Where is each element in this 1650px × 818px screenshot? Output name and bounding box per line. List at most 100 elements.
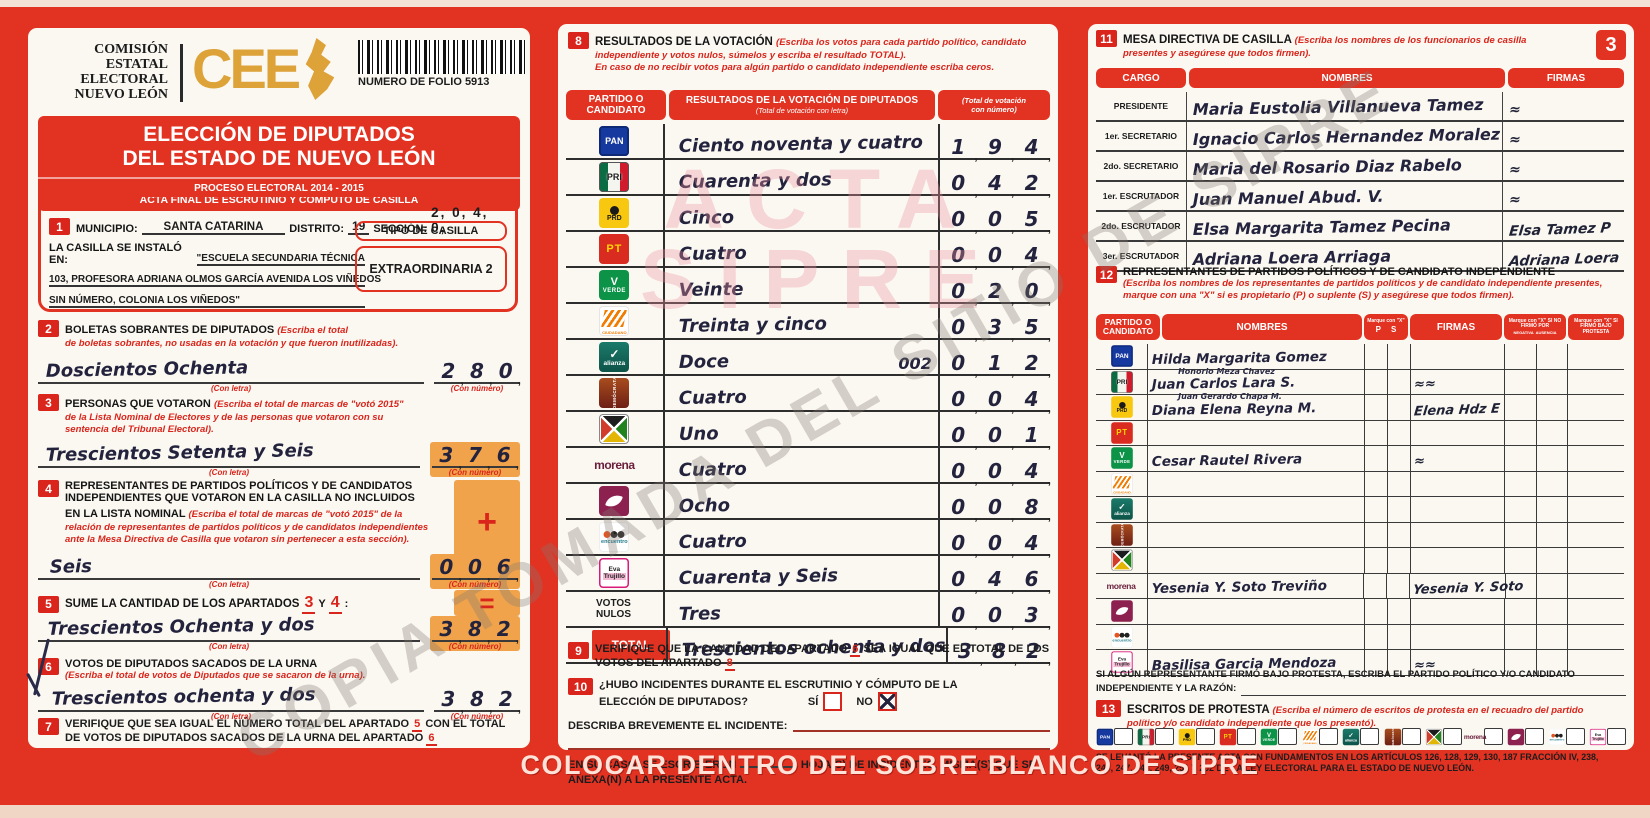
reps-instruction-1: (Escriba los nombres de los representant… <box>1123 278 1603 289</box>
party-logo-cell <box>566 196 663 230</box>
protesta-party-logo-icon <box>1343 728 1360 745</box>
rep-name-handwriting: Cesar Rautel Rivera <box>1151 450 1303 470</box>
ref-apartado-4: 4 <box>328 594 342 614</box>
results-row: TOTAL Trescientos ochenta y dos 3 8 2 <box>566 628 1051 667</box>
casilla-address-2: 103, PROFESORA ADRIANA OLMOS GARCÍA AVEN… <box>49 274 382 287</box>
rep-suplente-cell <box>1388 395 1411 420</box>
protesta-logo-group <box>1096 728 1133 745</box>
votes-digit: 4 <box>1024 387 1039 411</box>
party-logo-cell <box>566 412 663 446</box>
protesta-count-box <box>1278 728 1298 745</box>
section-number: 10 <box>568 678 593 695</box>
votes-letra-handwriting: Cinco <box>678 207 734 229</box>
section-10-incidentes: 10 ¿HUBO INCIDENTES DURANTE EL ESCRUTINI… <box>568 678 1050 787</box>
protesta-count-box <box>1606 728 1626 745</box>
rep-party-logo-cell <box>1096 395 1149 420</box>
votes-letra-cell: Cuarenta y dos <box>662 160 940 194</box>
org-line: ELECTORAL <box>80 72 168 88</box>
rep-name-cell: Basilisa Garcia Mendoza <box>1148 650 1366 675</box>
org-line: NUEVO LEÓN <box>74 87 168 103</box>
escritos-instruction-2: político y/o candidato independiente que… <box>1127 718 1377 729</box>
rep-ausencia-cell <box>1537 369 1568 394</box>
header-divider <box>180 44 183 102</box>
escritos-instruction-1: (Escriba el número de escritos de protes… <box>1272 705 1584 716</box>
section-number: 1 <box>49 218 70 235</box>
votes-digit: 4 <box>987 171 1002 195</box>
rep-party-logo-icon <box>1101 575 1143 597</box>
suma-label-1: SUME LA CANTIDAD DE LOS APARTADOS <box>65 598 300 610</box>
votes-digit: 0 <box>951 279 966 303</box>
describe-incidente-line <box>793 730 1050 733</box>
party-logo-icon <box>566 594 596 624</box>
en-su-caso-label-2: HOJA(S) DE INCIDENTES, MISMA(S) QUE SE <box>800 759 1037 772</box>
boletas-digit: 2 <box>441 358 456 383</box>
bajo-protesta-line <box>1241 694 1626 696</box>
party-logo-icon <box>599 342 630 372</box>
rep-suplente-cell <box>1388 471 1411 496</box>
votes-letra-handwriting: Treinta y cinco <box>678 313 827 337</box>
casilla-address-1: "ESCUELA SECUNDARIA TÉCNICA <box>196 253 365 266</box>
con-numero-label: (Con número) <box>448 579 502 589</box>
reps-row: Cesar Rautel Rivera ≈ <box>1096 446 1624 472</box>
results-row: Doce 002 0 1 2 <box>566 340 1051 379</box>
col-header-nombres: NOMBRES <box>1189 68 1505 88</box>
mesa-row: 1er. SECRETARIO Ignacio Carlos Hernandez… <box>1096 122 1624 152</box>
party-logo-icon <box>599 234 630 264</box>
verifique8-label-1: VERIFIQUE QUE LA CANTIDAD DEL APARTADO <box>595 643 848 655</box>
rep-propietario-cell <box>1365 344 1389 369</box>
reps-title: REPRESENTANTES DE PARTIDOS POLÍTICOS Y D… <box>1123 266 1556 278</box>
mesa-instruction-2: presentes y asegúrese que todos firmen). <box>1123 48 1311 59</box>
org-line: COMISIÓN <box>94 42 168 57</box>
rep-negativa-cell <box>1505 650 1537 675</box>
party-logo-cell <box>566 124 663 158</box>
rep-propietario-cell <box>1365 471 1389 496</box>
reps-row <box>1096 599 1624 625</box>
bajo-protesta-note-2: INDEPENDIENTE Y LA RAZÓN: <box>1096 682 1237 694</box>
rep-name-cell <box>1148 522 1366 547</box>
protesta-logo-group <box>1466 728 1503 745</box>
rep-protesta-cell <box>1568 548 1624 573</box>
votes-number-cell: 0 2 0 <box>940 268 1051 307</box>
votes-number-cell: 0 0 1 <box>940 412 1051 451</box>
votes-digit: 0 <box>951 351 966 375</box>
votes-digit: 8 <box>991 639 1006 663</box>
section-2-boletas: 2 BOLETAS SOBRANTES DE DIPUTADOS (Escrib… <box>38 320 521 393</box>
cargo-label: 1er. SECRETARIO <box>1104 131 1178 141</box>
section-5-suma: = 5 SUME LA CANTIDAD DE LOS APARTADOS 3 … <box>38 588 520 651</box>
results-row: Ciento noventa y cuatro 1 9 4 <box>566 124 1051 163</box>
results-row: Cuarenta y dos 0 4 2 <box>566 160 1051 199</box>
rep-suplente-cell <box>1388 624 1411 649</box>
votes-letra-cell: Treinta y cinco <box>662 304 940 338</box>
section-number: 12 <box>1096 266 1117 283</box>
urna-digit: 8 <box>470 686 484 711</box>
equals-sign-box: = <box>454 588 520 618</box>
personas-digit: 3 <box>439 442 454 467</box>
votes-digit: 0 <box>951 495 966 519</box>
party-logo-cell <box>566 448 663 482</box>
col-header-partido: PARTIDO O CANDIDATO <box>566 90 666 120</box>
reps-row <box>1096 420 1624 446</box>
rep-suplente-cell <box>1388 599 1411 624</box>
con-numero-label: (Con número) <box>450 711 504 721</box>
personas-digit: 6 <box>496 442 511 467</box>
personas-label: PERSONAS QUE VOTARON <box>65 398 214 410</box>
rep-party-logo-cell <box>1096 548 1149 573</box>
reps-row <box>1096 522 1624 548</box>
funcionario-nombre-handwriting: Juan Manuel Abud. V. <box>1192 186 1384 209</box>
cargo-label: 3er. ESCRUTADOR <box>1102 251 1180 261</box>
rep-name-handwriting: Juan Carlos Lara S. <box>1151 374 1296 393</box>
rep-protesta-cell <box>1568 395 1624 420</box>
rep-protesta-cell <box>1568 446 1624 471</box>
protesta-logo-group <box>1260 728 1298 745</box>
rep-party-logo-cell <box>1096 344 1149 369</box>
rep-name-note-handwriting: Honorio Meza Chavez <box>1178 366 1275 376</box>
votes-digit: 0 <box>951 459 966 483</box>
rep-ausencia-cell <box>1537 599 1568 624</box>
party-logo-icon <box>599 126 630 156</box>
barcode-icon <box>358 40 526 74</box>
con-letra-label: (Con letra) <box>211 711 251 721</box>
rep-negativa-cell <box>1505 624 1537 649</box>
protesta-count-box <box>1155 728 1175 745</box>
seccion-value: 2, 0, 4, 0, <box>431 205 489 235</box>
